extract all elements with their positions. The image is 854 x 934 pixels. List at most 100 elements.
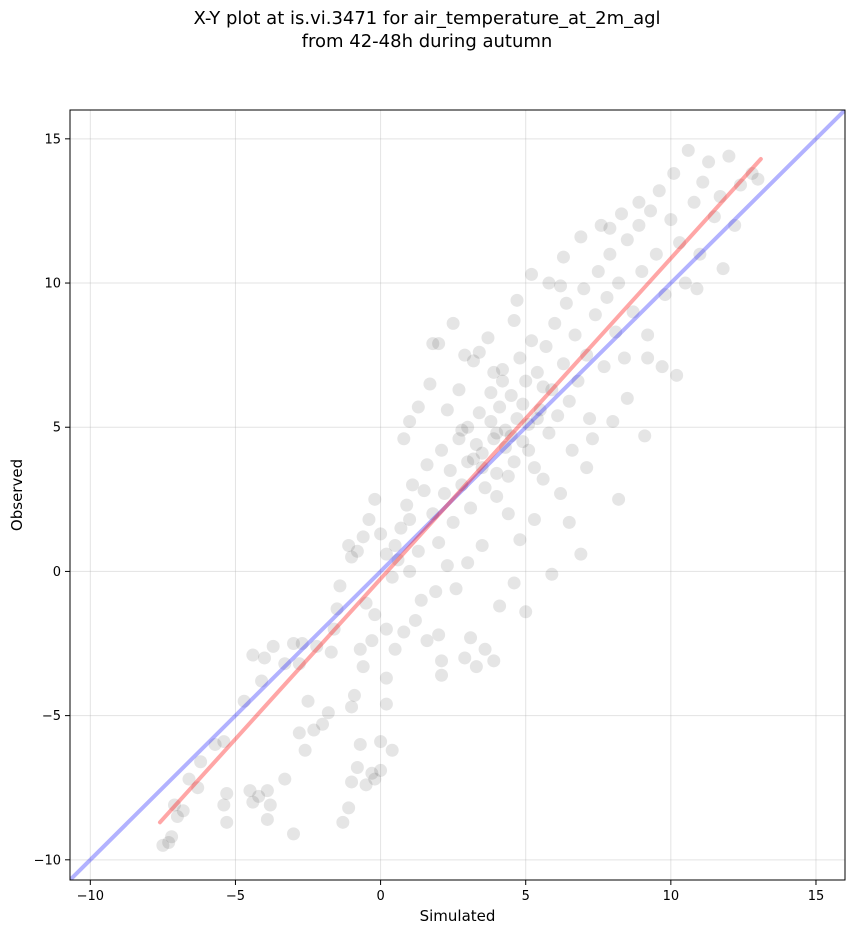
- y-tick-label: −10: [34, 853, 61, 868]
- data-point: [426, 337, 440, 351]
- data-point: [388, 642, 402, 656]
- x-tick-label: 10: [663, 889, 680, 904]
- data-point: [426, 507, 440, 521]
- data-point: [167, 798, 181, 812]
- data-point: [542, 426, 556, 440]
- data-point: [472, 345, 486, 359]
- data-point: [533, 403, 547, 417]
- data-point: [519, 374, 533, 388]
- data-point: [641, 351, 655, 365]
- data-point: [353, 737, 367, 751]
- chart-title-line2: from 42-48h during autumn: [301, 31, 553, 52]
- data-points: [156, 143, 765, 852]
- data-point: [278, 657, 292, 671]
- data-point: [554, 279, 568, 293]
- data-point: [510, 412, 524, 426]
- data-point: [606, 414, 620, 428]
- data-point: [307, 723, 321, 737]
- data-point: [580, 461, 594, 475]
- x-tick-label: 0: [376, 889, 384, 904]
- data-point: [266, 639, 280, 653]
- data-point: [466, 452, 480, 466]
- data-point: [461, 556, 475, 570]
- data-point: [652, 184, 666, 198]
- data-point: [658, 288, 672, 302]
- data-point: [644, 204, 658, 218]
- data-point: [490, 489, 504, 503]
- data-point: [385, 570, 399, 584]
- data-point: [400, 498, 414, 512]
- data-point: [379, 622, 393, 636]
- data-point: [617, 351, 631, 365]
- data-point: [580, 348, 594, 362]
- data-point: [437, 487, 451, 501]
- data-point: [336, 815, 350, 829]
- data-point: [504, 429, 518, 443]
- x-axis-label: Simulated: [420, 907, 496, 925]
- data-point: [655, 360, 669, 374]
- data-point: [481, 331, 495, 345]
- data-point: [562, 394, 576, 408]
- data-point: [435, 443, 449, 457]
- data-point: [316, 717, 330, 731]
- data-point: [603, 221, 617, 235]
- data-point: [522, 443, 536, 457]
- data-point: [243, 784, 257, 798]
- data-point: [292, 726, 306, 740]
- data-point: [414, 593, 428, 607]
- data-point: [498, 423, 512, 437]
- data-point: [469, 438, 483, 452]
- data-point: [356, 530, 370, 544]
- data-point: [165, 830, 179, 844]
- data-point: [452, 383, 466, 397]
- data-point: [208, 737, 222, 751]
- data-point: [374, 735, 388, 749]
- data-point: [391, 553, 405, 567]
- data-point: [292, 657, 306, 671]
- data-point: [310, 639, 324, 653]
- data-point: [493, 599, 507, 613]
- data-point: [156, 838, 170, 852]
- data-point: [362, 513, 376, 527]
- data-point: [484, 386, 498, 400]
- data-point: [298, 743, 312, 757]
- data-point: [612, 492, 626, 506]
- fit-line: [157, 157, 763, 825]
- data-point: [464, 501, 478, 515]
- data-point: [345, 700, 359, 714]
- data-point: [443, 463, 457, 477]
- data-point: [542, 276, 556, 290]
- data-point: [365, 766, 379, 780]
- grid: [70, 110, 845, 880]
- data-point: [501, 469, 515, 483]
- data-point: [539, 339, 553, 353]
- data-point: [406, 478, 420, 492]
- data-point: [588, 308, 602, 322]
- data-point: [330, 602, 344, 616]
- data-point: [516, 397, 530, 411]
- data-point: [487, 365, 501, 379]
- data-point: [394, 521, 408, 535]
- data-point: [260, 784, 274, 798]
- data-point: [432, 337, 446, 351]
- data-point: [162, 836, 176, 850]
- data-point: [565, 443, 579, 457]
- data-point: [597, 360, 611, 374]
- data-point: [435, 668, 449, 682]
- data-point: [420, 634, 434, 648]
- y-tick-label: −5: [42, 709, 61, 724]
- data-point: [237, 694, 251, 708]
- data-point: [368, 608, 382, 622]
- data-point: [530, 412, 544, 426]
- data-point: [327, 622, 341, 636]
- data-point: [559, 296, 573, 310]
- data-point: [182, 772, 196, 786]
- data-point: [403, 564, 417, 578]
- data-point: [716, 262, 730, 276]
- data-point: [403, 513, 417, 527]
- data-point: [498, 440, 512, 454]
- data-point: [379, 671, 393, 685]
- y-tick-label: 10: [44, 277, 61, 292]
- data-point: [374, 763, 388, 777]
- y-tick-label: 5: [53, 421, 61, 436]
